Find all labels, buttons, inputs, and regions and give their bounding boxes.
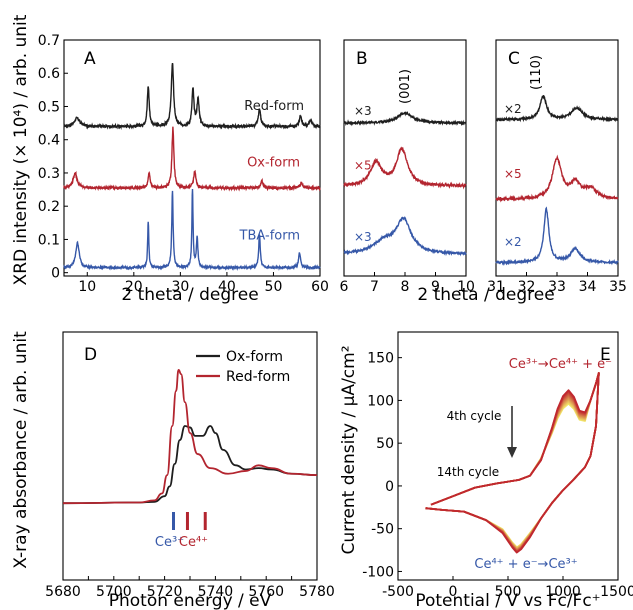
x-tick-label: 5700 [96, 584, 132, 600]
cycle-arrow [507, 406, 517, 458]
series-label: Red-form [244, 99, 304, 114]
y-tick-label: -100 [362, 564, 394, 580]
panel-e-xlabel: Potential / V vs Fc/Fc⁺ [415, 591, 600, 610]
series-label: ×3 [354, 230, 372, 244]
x-tick-label: 5680 [45, 584, 81, 600]
series-line [343, 146, 467, 190]
y-tick-label: 0.2 [38, 199, 60, 215]
series-line [63, 62, 321, 130]
series-label: ×5 [504, 167, 522, 181]
x-tick-label: 10 [78, 279, 96, 295]
legend-label: Red-form [226, 369, 290, 385]
series-label: ×5 [354, 159, 372, 173]
panel-e-label: E [600, 345, 611, 365]
legend-label: Ox-form [226, 349, 283, 365]
edge-marker-label: Ce³⁺ [155, 535, 184, 550]
y-tick-label: 0 [51, 266, 60, 282]
y-tick-label: -50 [371, 522, 394, 538]
panel-d-xlabel: Photon energy / eV [109, 591, 272, 610]
panel-e-oxidation-label: Ce³⁺→Ce⁴⁺ + e⁻ [509, 357, 612, 372]
panel-e-last-cycle: 14th cycle [437, 465, 499, 479]
x-tick-label: 1500 [600, 584, 633, 600]
y-tick-label: 0.6 [38, 66, 60, 82]
series-line [495, 94, 619, 123]
panel-e: Current density / µA/cm² E -100-50050100… [339, 331, 633, 610]
x-tick-label: 50 [265, 279, 283, 295]
x-tick-label: 34 [579, 279, 597, 295]
x-tick-label: 10 [457, 279, 475, 295]
panel-a: A 0 0.1 0.2 0.3 0.4 0.5 0.6 0.7 10 20 30 40 50 60 Red-… [38, 33, 329, 305]
panel-a-frame [63, 39, 321, 277]
x-tick-label: 5740 [198, 584, 234, 600]
cv-cycle-line [425, 372, 600, 552]
panel-d-ylabel: X-ray absorbance / arb. unit [11, 331, 31, 569]
panel-c-annotation: (110) [529, 55, 544, 90]
series-line [63, 126, 321, 192]
x-tick-label: 6 [340, 279, 349, 295]
x-tick-label: 60 [311, 279, 329, 295]
y-tick-label: 50 [376, 436, 394, 452]
xrd-ylabel: XRD intensity (× 10⁴) / arb. unit [11, 14, 31, 285]
y-tick-label: 0.5 [38, 99, 60, 115]
panel-e-first-cycle: 4th cycle [447, 409, 502, 423]
x-tick-label: 8 [401, 279, 410, 295]
panel-c-label: C [508, 49, 520, 69]
x-tick-label: -500 [382, 584, 414, 600]
y-tick-label: 0.1 [38, 232, 60, 248]
edge-marker-label: Ce⁴⁺ [179, 535, 208, 550]
x-tick-label: 500 [495, 584, 522, 600]
x-tick-label: 33 [548, 279, 566, 295]
series-line [495, 206, 619, 267]
panel-bc-xlabel: 2 theta / degree [417, 285, 554, 305]
x-tick-label: 0 [449, 584, 458, 600]
cv-cycle-line [425, 372, 600, 554]
panel-a-label: A [84, 49, 96, 69]
series-line [343, 110, 467, 127]
series-label: ×3 [354, 104, 372, 118]
x-tick-label: 35 [609, 279, 627, 295]
panel-c: C (110) 31 32 33 34 35 ×2 ×5 ×2 [487, 39, 627, 295]
x-tick-label: 20 [125, 279, 143, 295]
y-tick-label: 0.3 [38, 166, 60, 182]
y-tick-label: 0 [385, 479, 394, 495]
panel-b-label: B [356, 49, 368, 69]
series-label: Ox-form [247, 155, 300, 170]
y-tick-label: 0.4 [38, 133, 60, 149]
x-tick-label: 9 [431, 279, 440, 295]
panel-b-annotation: (001) [398, 69, 413, 104]
panel-e-reduction-label: Ce⁴⁺ + e⁻→Ce³⁺ [474, 557, 577, 572]
x-tick-label: 40 [218, 279, 236, 295]
x-tick-label: 31 [487, 279, 505, 295]
x-tick-label: 5720 [147, 584, 183, 600]
panel-d: X-ray absorbance / arb. unit D 5680 5700 5… [11, 331, 335, 610]
series-line [62, 425, 318, 505]
y-tick-label: 0.7 [38, 33, 60, 49]
series-label: TBA-form [239, 228, 300, 243]
panel-a-xlabel: 2 theta / degree [121, 285, 258, 305]
y-tick-label: 100 [367, 393, 394, 409]
y-tick-label: 150 [367, 351, 394, 367]
x-tick-label: 32 [518, 279, 536, 295]
series-label: ×2 [504, 235, 522, 249]
series-line [63, 188, 321, 272]
x-tick-label: 1000 [545, 584, 581, 600]
x-tick-label: 5760 [248, 584, 284, 600]
series-line [495, 154, 619, 203]
x-tick-label: 5780 [299, 584, 335, 600]
series-label: ×2 [504, 102, 522, 116]
series-line [343, 215, 467, 257]
panel-b: B (001) 6 7 8 9 10 ×3 ×5 ×3 2 theta / degree [340, 39, 555, 305]
x-tick-label: 30 [171, 279, 189, 295]
panel-d-label: D [84, 345, 97, 365]
series-line [62, 368, 318, 505]
x-tick-label: 7 [370, 279, 379, 295]
panel-e-ylabel: Current density / µA/cm² [339, 345, 359, 554]
